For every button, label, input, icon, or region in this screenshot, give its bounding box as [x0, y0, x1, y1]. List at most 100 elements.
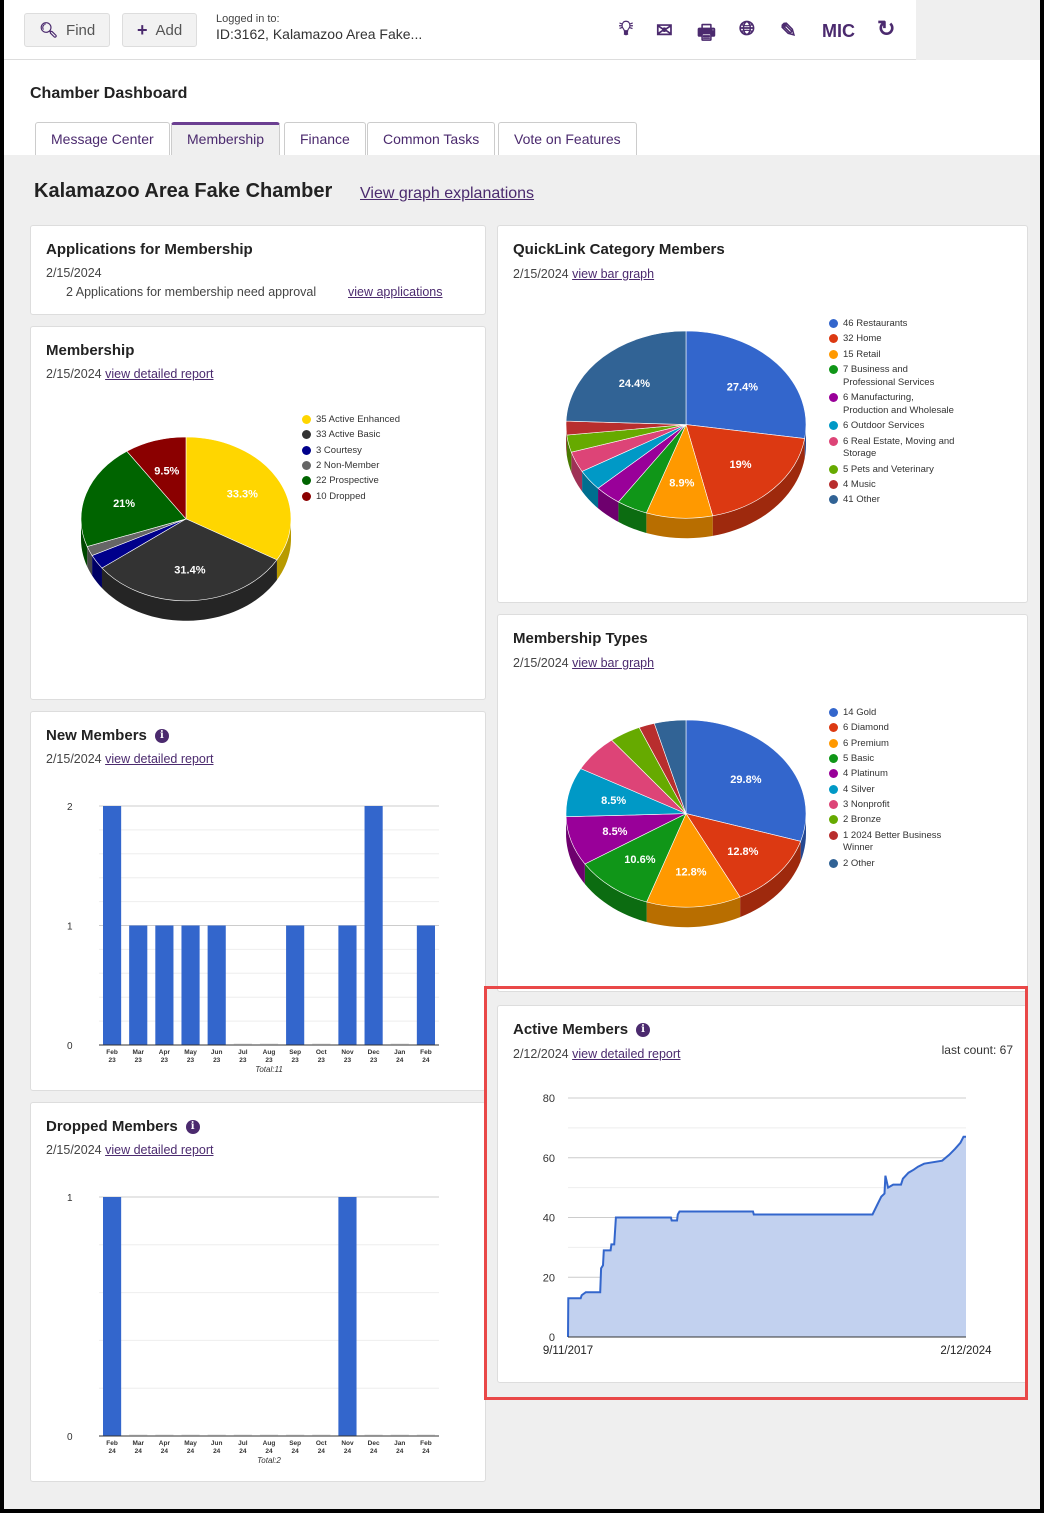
x-tick-month: Sep: [289, 1049, 301, 1056]
pie-slice-4: [80, 450, 187, 547]
pie-slice-5: [126, 436, 187, 520]
pie-slice-3: [584, 812, 687, 903]
refresh-icon[interactable]: ↻: [877, 16, 896, 41]
x-tick-month: Aug: [263, 1049, 276, 1056]
legend-swatch: [829, 436, 838, 446]
view-detailed-report-link[interactable]: view detailed report: [105, 1143, 214, 1157]
x-tick-month: Dec: [368, 1049, 380, 1056]
legend-label: 4 Platinum: [843, 768, 888, 780]
view-applications-link[interactable]: view applications: [348, 285, 443, 299]
legend-swatch: [302, 445, 311, 455]
new-members-card: New Members i 2/15/2024 view detailed rep…: [30, 711, 486, 1091]
legend-label: 2 Non-Member: [316, 459, 380, 471]
legend-item: 33 Active Basic: [302, 429, 432, 442]
x-tick-year: 23: [318, 1057, 326, 1064]
legend-swatch: [829, 784, 838, 794]
view-graph-explanations-link[interactable]: View graph explanations: [360, 185, 535, 202]
x-tick-month: Feb: [106, 1440, 118, 1447]
legend-label: 6 Diamond: [843, 722, 889, 734]
membership-card: Membership 2/15/2024 view detailed repor…: [30, 326, 486, 700]
legend-swatch: [829, 753, 838, 763]
view-bar-graph-link[interactable]: view bar graph: [572, 656, 655, 670]
dropped-members-card: Dropped Members i 2/15/2024 view detailed…: [30, 1102, 486, 1482]
legend-swatch: [829, 421, 838, 431]
tab-common-tasks[interactable]: Common Tasks: [367, 122, 496, 155]
bar: [181, 925, 200, 1045]
bar: [338, 925, 357, 1045]
add-button[interactable]: + Add: [122, 13, 198, 47]
pie-slice-0: [685, 330, 807, 439]
mail-icon[interactable]: ✉︎: [656, 20, 673, 42]
logged-in-info: Logged in to: ID:3162, Kalamazoo Area Fak…: [216, 13, 423, 42]
legend-label: 15 Retail: [843, 348, 881, 360]
find-button[interactable]: 🔍︎ Find: [24, 13, 111, 47]
bar: [129, 925, 148, 1045]
pie-slice-1: [101, 518, 278, 602]
page-title: Chamber Dashboard: [30, 85, 188, 102]
x-tick-month: Apr: [159, 1049, 171, 1056]
pie-label-0: 27.4%: [727, 382, 758, 394]
legend-item: 2 Other: [829, 858, 959, 871]
bar: [312, 1043, 331, 1045]
view-detailed-report-link[interactable]: view detailed report: [105, 367, 214, 381]
quicklink-pie-chart: 27.4% 19% 8.9% 24.4%: [565, 330, 807, 539]
bar: [416, 925, 435, 1045]
bar: [155, 925, 174, 1045]
x-tick-year: 23: [161, 1057, 169, 1064]
tab-finance[interactable]: Finance: [284, 122, 366, 155]
y-tick: 1: [67, 1193, 73, 1204]
tab-vote-on-features[interactable]: Vote on Features: [498, 122, 637, 155]
legend-swatch: [829, 723, 838, 733]
x-tick-month: Oct: [316, 1440, 328, 1447]
x-tick-year: 24: [396, 1057, 404, 1064]
legend-item: 41 Other: [829, 494, 959, 507]
x-tick-year: 23: [265, 1057, 273, 1064]
globe-icon[interactable]: 🌐︎: [739, 18, 755, 40]
bar: [390, 1043, 409, 1045]
tab-message-center[interactable]: Message Center: [35, 122, 170, 155]
lightbulb-icon[interactable]: 💡︎: [619, 18, 633, 40]
view-bar-graph-link[interactable]: view bar graph: [572, 267, 655, 281]
pie-side-4: [598, 488, 619, 522]
y-tick: 80: [543, 1093, 555, 1105]
active-members-card: Active Members i 2/12/2024 view detailed …: [497, 1005, 1028, 1383]
pencil-icon[interactable]: ✎: [780, 20, 797, 42]
info-icon[interactable]: i: [636, 1022, 651, 1037]
pie-side-1: [712, 438, 805, 536]
legend-swatch: [829, 858, 838, 868]
x-tick-month: May: [184, 1440, 197, 1447]
legend-item: 6 Real Estate, Moving and Storage: [829, 436, 959, 462]
dropped-members-bar-chart: 01Feb24Mar24Apr24May24Jun24Jul24Aug24Sep…: [67, 1193, 439, 1465]
bar: [338, 1197, 357, 1436]
area-line: [567, 1135, 966, 1338]
pie-slice-1: [685, 813, 802, 898]
info-icon[interactable]: i: [154, 728, 169, 743]
card-title: Membership: [46, 342, 135, 359]
card-title: Applications for Membership: [46, 241, 253, 258]
legend-item: 3 Courtesy: [302, 445, 432, 458]
app-frame: 🔍︎ Find + Add Logged in to: ID:3162, Kalama…: [4, 0, 1040, 1509]
x-tick: 9/11/2017: [543, 1345, 593, 1357]
bar: [390, 1434, 409, 1436]
view-detailed-report-link[interactable]: view detailed report: [105, 752, 214, 766]
card-date: 2/15/2024: [46, 266, 102, 280]
legend-item: 46 Restaurants: [829, 318, 959, 331]
bar: [312, 1434, 331, 1436]
legend-swatch: [829, 349, 838, 359]
legend-item: 2 Bronze: [829, 814, 959, 827]
y-tick: 1: [67, 922, 73, 933]
y-tick: 0: [549, 1332, 555, 1344]
legend-item: 35 Active Enhanced: [302, 414, 432, 427]
legend-label: 14 Gold: [843, 707, 877, 718]
bar-total: Total:11: [255, 1065, 283, 1074]
quicklink-legend: 46 Restaurants 32 Home 15 Retail 7 Business…: [829, 318, 959, 510]
view-detailed-report-link[interactable]: view detailed report: [572, 1047, 681, 1061]
bar: [259, 1434, 279, 1436]
pie-slice-1: [685, 424, 806, 517]
mic-button[interactable]: MIC: [822, 21, 855, 41]
info-icon[interactable]: i: [185, 1119, 200, 1134]
tab-membership[interactable]: Membership: [171, 122, 281, 155]
x-tick-year: 24: [422, 1057, 430, 1064]
print-icon[interactable]: 🖶︎: [697, 22, 716, 44]
legend-label: 4 Silver: [843, 783, 875, 795]
